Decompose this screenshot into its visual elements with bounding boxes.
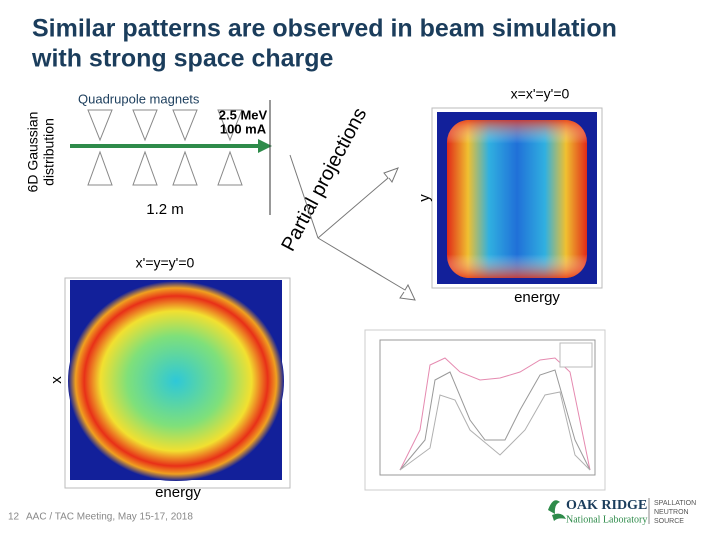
frame (64, 277, 291, 489)
title-line: Similar patterns are observed in beam si… (32, 15, 617, 43)
axis-label: energy (514, 289, 560, 306)
energy-profile-image (364, 329, 606, 491)
logo-partner: SPALLATION (654, 500, 696, 507)
lattice-diagram: Quadrupole magnets 2.5 MeV 100 mA 1.2 m … (25, 91, 272, 218)
bottom-plot: x'=y=y'=0 x energy (48, 255, 291, 501)
length-label: 1.2 m (146, 201, 184, 218)
plot-title: x'=y=y'=0 (136, 255, 195, 271)
beam-param: 2.5 MeV (219, 107, 268, 122)
axis-label: x (48, 376, 65, 384)
lattice-label: Quadrupole magnets (78, 91, 200, 106)
axis-label: energy (155, 484, 201, 501)
beam-param: 100 mA (220, 121, 267, 136)
logo-name: OAK RIDGE (566, 498, 647, 513)
frame (431, 107, 603, 289)
logo-partner: SOURCE (654, 518, 684, 525)
plot-title: x=x'=y'=0 (511, 86, 570, 102)
logo: OAK RIDGE National Laboratory SPALLATION… (548, 498, 696, 525)
meeting: AAC / TAC Meeting, May 15-17, 2018 (26, 512, 193, 523)
axis-label: y (416, 194, 433, 202)
title-line: with strong space charge (31, 45, 334, 73)
page-number: 12 (8, 512, 20, 523)
source-label: 6D Gaussian (25, 112, 41, 193)
source-label: distribution (41, 118, 57, 186)
top-plot: x=x'=y'=0 y energy (416, 86, 603, 306)
logo-partner: NEUTRON (654, 509, 689, 516)
logo-sub: National Laboratory (566, 514, 647, 525)
arrows (289, 154, 416, 301)
